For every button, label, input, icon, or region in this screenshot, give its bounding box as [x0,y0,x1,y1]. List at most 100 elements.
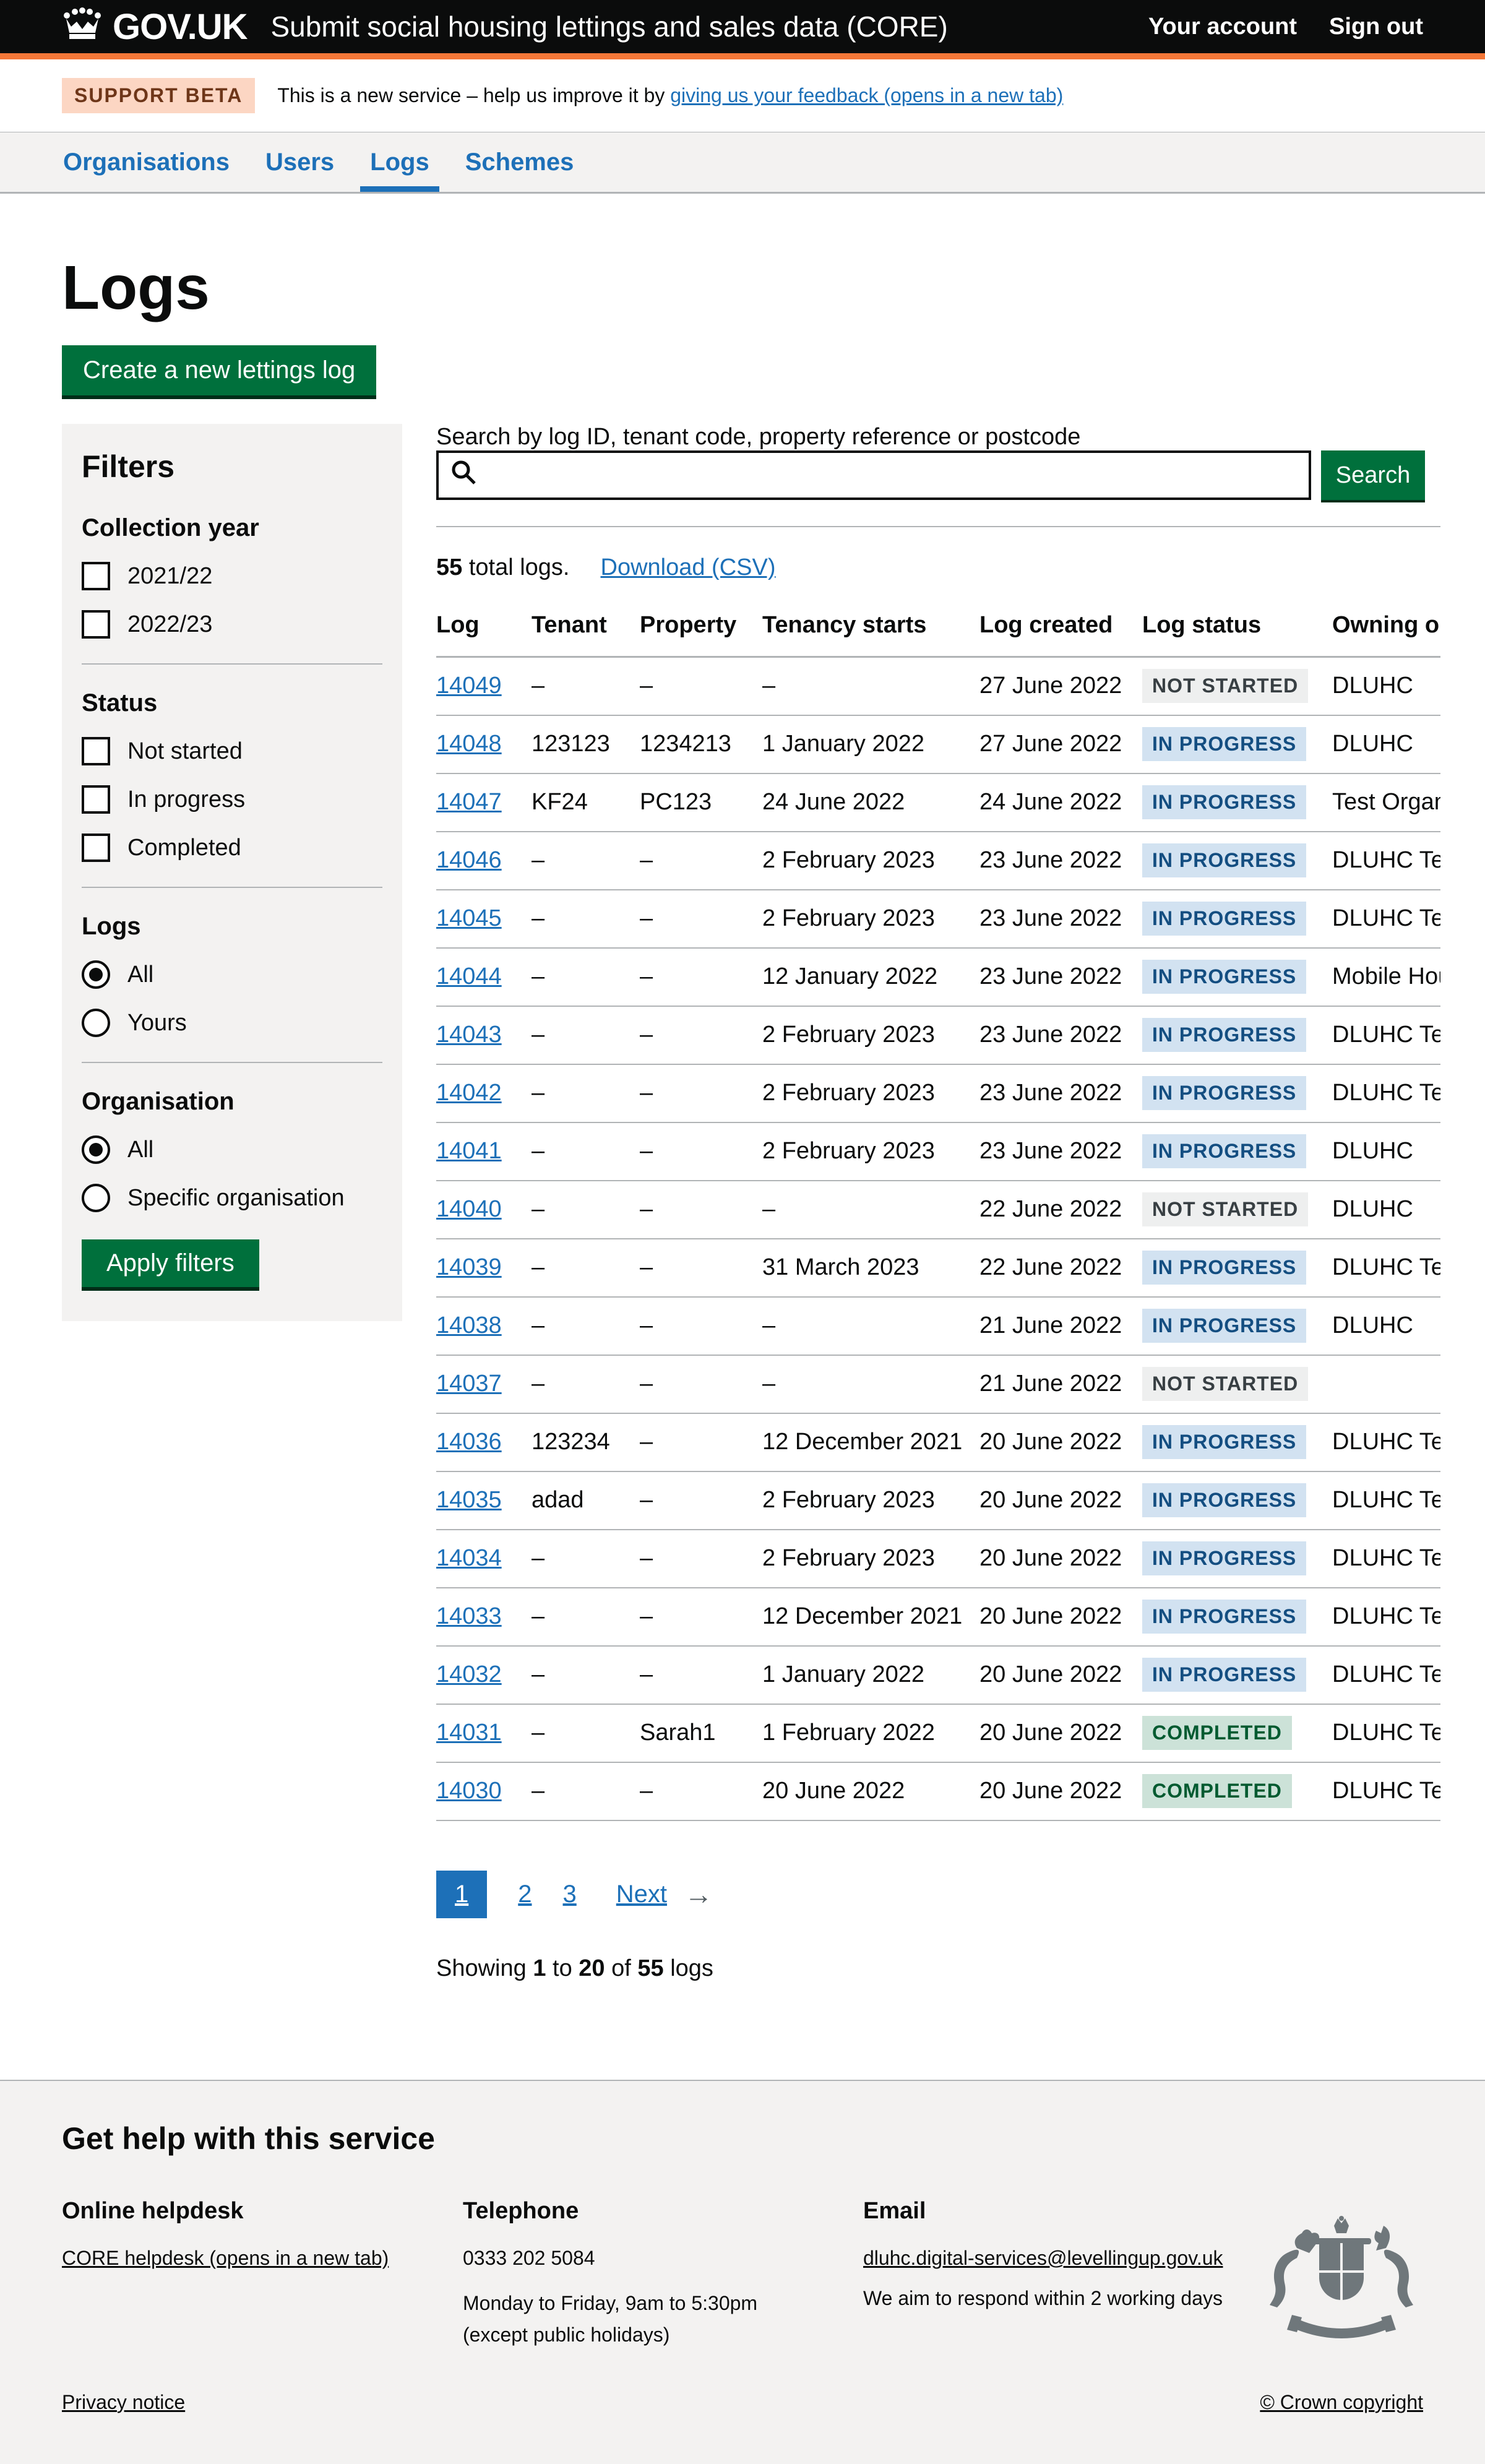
log-status-cell: IN PROGRESS [1142,1529,1332,1588]
log-id-link[interactable]: 14036 [436,1429,502,1455]
radio-all[interactable] [82,960,110,989]
log-status-cell: COMPLETED [1142,1762,1332,1821]
owning-organisation-cell: DLUHC Test [1332,1704,1440,1763]
table-row: 14048 123123 1234213 1 January 2022 27 June … [436,715,1440,774]
status-badge: IN PROGRESS [1142,1425,1307,1459]
service-name-link[interactable]: Submit social housing lettings and sales… [270,11,948,43]
log-id-link[interactable]: 14042 [436,1080,502,1106]
sign-out-link[interactable]: Sign out [1329,13,1423,40]
online-helpdesk-heading: Online helpdesk [62,2197,244,2224]
log-id-link[interactable]: 14041 [436,1138,502,1164]
showing-text: logs [663,1955,713,1981]
log-id-link: 14043 [436,1006,532,1065]
create-lettings-log-button[interactable]: Create a new lettings log [62,345,377,395]
log-id-link[interactable]: 14032 [436,1661,502,1687]
log-id-link[interactable]: 14045 [436,905,502,931]
log-id-link: 14031 [436,1704,532,1763]
crown-copyright-link[interactable]: © Crown copyright [1260,2390,1423,2413]
your-account-link[interactable]: Your account [1148,13,1298,40]
log-id-link: 14040 [436,1180,532,1239]
table-row: 14041– –2 February 2023 23 June 2022 IN PRO… [436,1122,1440,1181]
filter-option-all: All [82,1135,382,1164]
nav-item-organisations[interactable]: Organisations [63,149,230,176]
search-button[interactable]: Search [1321,450,1425,500]
download-csv-link[interactable]: Download (CSV) [600,554,776,580]
radio-all[interactable] [82,1135,110,1164]
log-id-link[interactable]: 14039 [436,1254,502,1280]
log-id-link[interactable]: 14046 [436,847,502,873]
tenant-cell: adad [532,1471,640,1530]
checkbox-2021-22[interactable] [82,562,110,590]
log-created-cell: 22 June 2022 [979,1238,1142,1298]
govuk-logo-link[interactable]: GOV.UK [62,6,248,48]
privacy-notice-link[interactable]: Privacy notice [62,2390,186,2413]
filters-title: Filters [82,449,175,484]
telephone-heading: Telephone [463,2197,579,2224]
tenant-cell: – [532,1355,640,1414]
showing-summary: Showing 1 to 20 of 55 logs [436,1955,1440,2056]
pagination-page-3[interactable]: 3 [562,1880,577,1908]
filter-option-yours: Yours [82,1009,382,1037]
log-created-cell: 22 June 2022 [979,1180,1142,1239]
log-id-link: 14041 [436,1122,532,1181]
nav-item-logs[interactable]: Logs [360,132,439,192]
logs-table: Log Tenant Property Tenancy starts Log creat… [436,612,1440,1821]
support-beta-tag: SUPPORT BETA [62,78,256,113]
nav-item-schemes[interactable]: Schemes [465,149,574,176]
checkbox-not-started[interactable] [82,737,110,765]
log-id-link[interactable]: 14031 [436,1720,502,1746]
log-id-link: 14033 [436,1587,532,1647]
pagination-next-link[interactable]: Next [616,1880,667,1908]
footer: Get help with this service Online helpde… [0,2079,1485,2464]
apply-filters-button[interactable]: Apply filters [82,1239,259,1287]
log-created-cell: 20 June 2022 [979,1529,1142,1588]
log-id-link[interactable]: 14040 [436,1196,502,1222]
log-id-link[interactable]: 14037 [436,1371,502,1397]
pagination-current-page[interactable]: 1 [436,1870,488,1918]
log-status-cell: NOT STARTED [1142,657,1332,716]
log-id-link[interactable]: 14033 [436,1603,502,1629]
log-id-link[interactable]: 14034 [436,1545,502,1571]
govuk-header: GOV.UK Submit social housing lettings an… [0,0,1485,59]
log-id-link[interactable]: 14048 [436,731,502,757]
log-status-cell: IN PROGRESS [1142,831,1332,890]
status-badge: IN PROGRESS [1142,843,1307,877]
nav-item-users[interactable]: Users [265,149,335,176]
log-id-link[interactable]: 14030 [436,1778,502,1804]
status-badge: IN PROGRESS [1142,960,1307,994]
filter-option-label: 2021/22 [127,562,213,589]
checkbox-completed[interactable] [82,834,110,862]
log-created-cell: 20 June 2022 [979,1413,1142,1472]
property-cell: – [640,1064,762,1123]
core-helpdesk-link[interactable]: CORE helpdesk (opens in a new tab) [62,2247,389,2270]
email-link[interactable]: dluhc.digital-services@levellingup.gov.u… [863,2247,1223,2270]
log-created-cell: 21 June 2022 [979,1296,1142,1356]
pagination-page-2[interactable]: 2 [518,1880,532,1908]
property-cell: – [640,1238,762,1298]
email-heading: Email [863,2197,926,2224]
log-id-link[interactable]: 14047 [436,789,502,815]
property-cell: – [640,947,762,1007]
owning-organisation-cell: DLUHC [1332,1296,1440,1356]
radio-specific-organisation[interactable] [82,1184,110,1212]
checkbox-in-progress[interactable] [82,785,110,814]
crown-icon [62,7,103,46]
owning-organisation-cell: DLUHC [1332,657,1440,716]
log-id-link[interactable]: 14038 [436,1312,502,1338]
log-id-link[interactable]: 14043 [436,1022,502,1048]
radio-yours[interactable] [82,1009,110,1037]
log-status-cell: IN PROGRESS [1142,773,1332,832]
status-badge: IN PROGRESS [1142,1600,1307,1634]
search-input[interactable] [436,450,1311,500]
total-logs-label: total logs. [462,554,570,580]
table-row: 14040– – –22 June 2022 NOT STARTED DLUHC [436,1180,1440,1239]
log-id-link[interactable]: 14044 [436,963,502,989]
tenant-cell: – [532,1006,640,1065]
owning-organisation-cell: DLUHC Test [1332,1529,1440,1588]
pagination-next-arrow-icon: → [684,1878,713,1910]
checkbox-2022-23[interactable] [82,610,110,639]
log-id-link[interactable]: 14049 [436,673,502,699]
feedback-link[interactable]: giving us your feedback (opens in a new … [670,84,1064,106]
log-id-link[interactable]: 14035 [436,1487,502,1513]
tenancy-starts-cell: 24 June 2022 [762,773,979,832]
